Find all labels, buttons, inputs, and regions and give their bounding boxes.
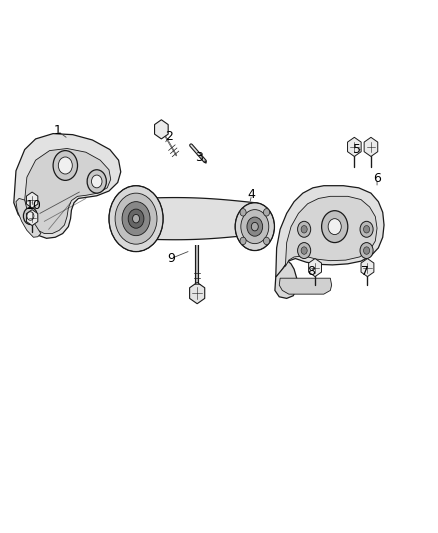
Text: 8: 8 [307, 265, 314, 278]
Circle shape [23, 207, 37, 224]
Circle shape [122, 201, 150, 236]
Text: 3: 3 [195, 151, 203, 164]
Circle shape [87, 169, 106, 193]
Polygon shape [279, 278, 332, 294]
Text: 9: 9 [167, 252, 175, 265]
Circle shape [133, 214, 140, 223]
Circle shape [27, 212, 34, 220]
Text: 1: 1 [53, 124, 61, 138]
Text: 7: 7 [361, 265, 369, 278]
Polygon shape [276, 185, 384, 277]
Circle shape [301, 247, 307, 254]
Polygon shape [309, 259, 321, 277]
Polygon shape [16, 198, 41, 237]
Polygon shape [364, 138, 378, 157]
Circle shape [240, 237, 246, 245]
Text: 6: 6 [373, 172, 381, 185]
Polygon shape [286, 196, 377, 266]
Polygon shape [26, 192, 38, 208]
Polygon shape [275, 261, 297, 298]
Text: 2: 2 [165, 130, 173, 143]
Circle shape [109, 185, 163, 252]
Polygon shape [136, 198, 255, 240]
Circle shape [53, 151, 78, 180]
Circle shape [360, 221, 373, 237]
Circle shape [115, 193, 157, 244]
Text: 10: 10 [25, 199, 41, 212]
Polygon shape [190, 282, 205, 304]
Polygon shape [361, 259, 374, 277]
Circle shape [264, 237, 270, 245]
Polygon shape [25, 149, 111, 233]
Circle shape [240, 208, 246, 216]
Circle shape [360, 243, 373, 259]
Circle shape [247, 217, 263, 236]
Circle shape [128, 209, 144, 228]
Circle shape [297, 221, 311, 237]
Polygon shape [26, 209, 38, 225]
Text: 4: 4 [248, 188, 256, 201]
Circle shape [297, 243, 311, 259]
Circle shape [321, 211, 348, 243]
Circle shape [301, 225, 307, 233]
Circle shape [364, 225, 370, 233]
Circle shape [364, 247, 370, 254]
Polygon shape [347, 138, 361, 157]
Polygon shape [14, 134, 121, 238]
Circle shape [241, 209, 269, 244]
Circle shape [235, 203, 275, 251]
Text: 5: 5 [353, 143, 360, 156]
Circle shape [328, 219, 341, 235]
Circle shape [92, 175, 102, 188]
Circle shape [58, 157, 72, 174]
Circle shape [251, 222, 258, 231]
Circle shape [264, 208, 270, 216]
Polygon shape [155, 120, 168, 139]
